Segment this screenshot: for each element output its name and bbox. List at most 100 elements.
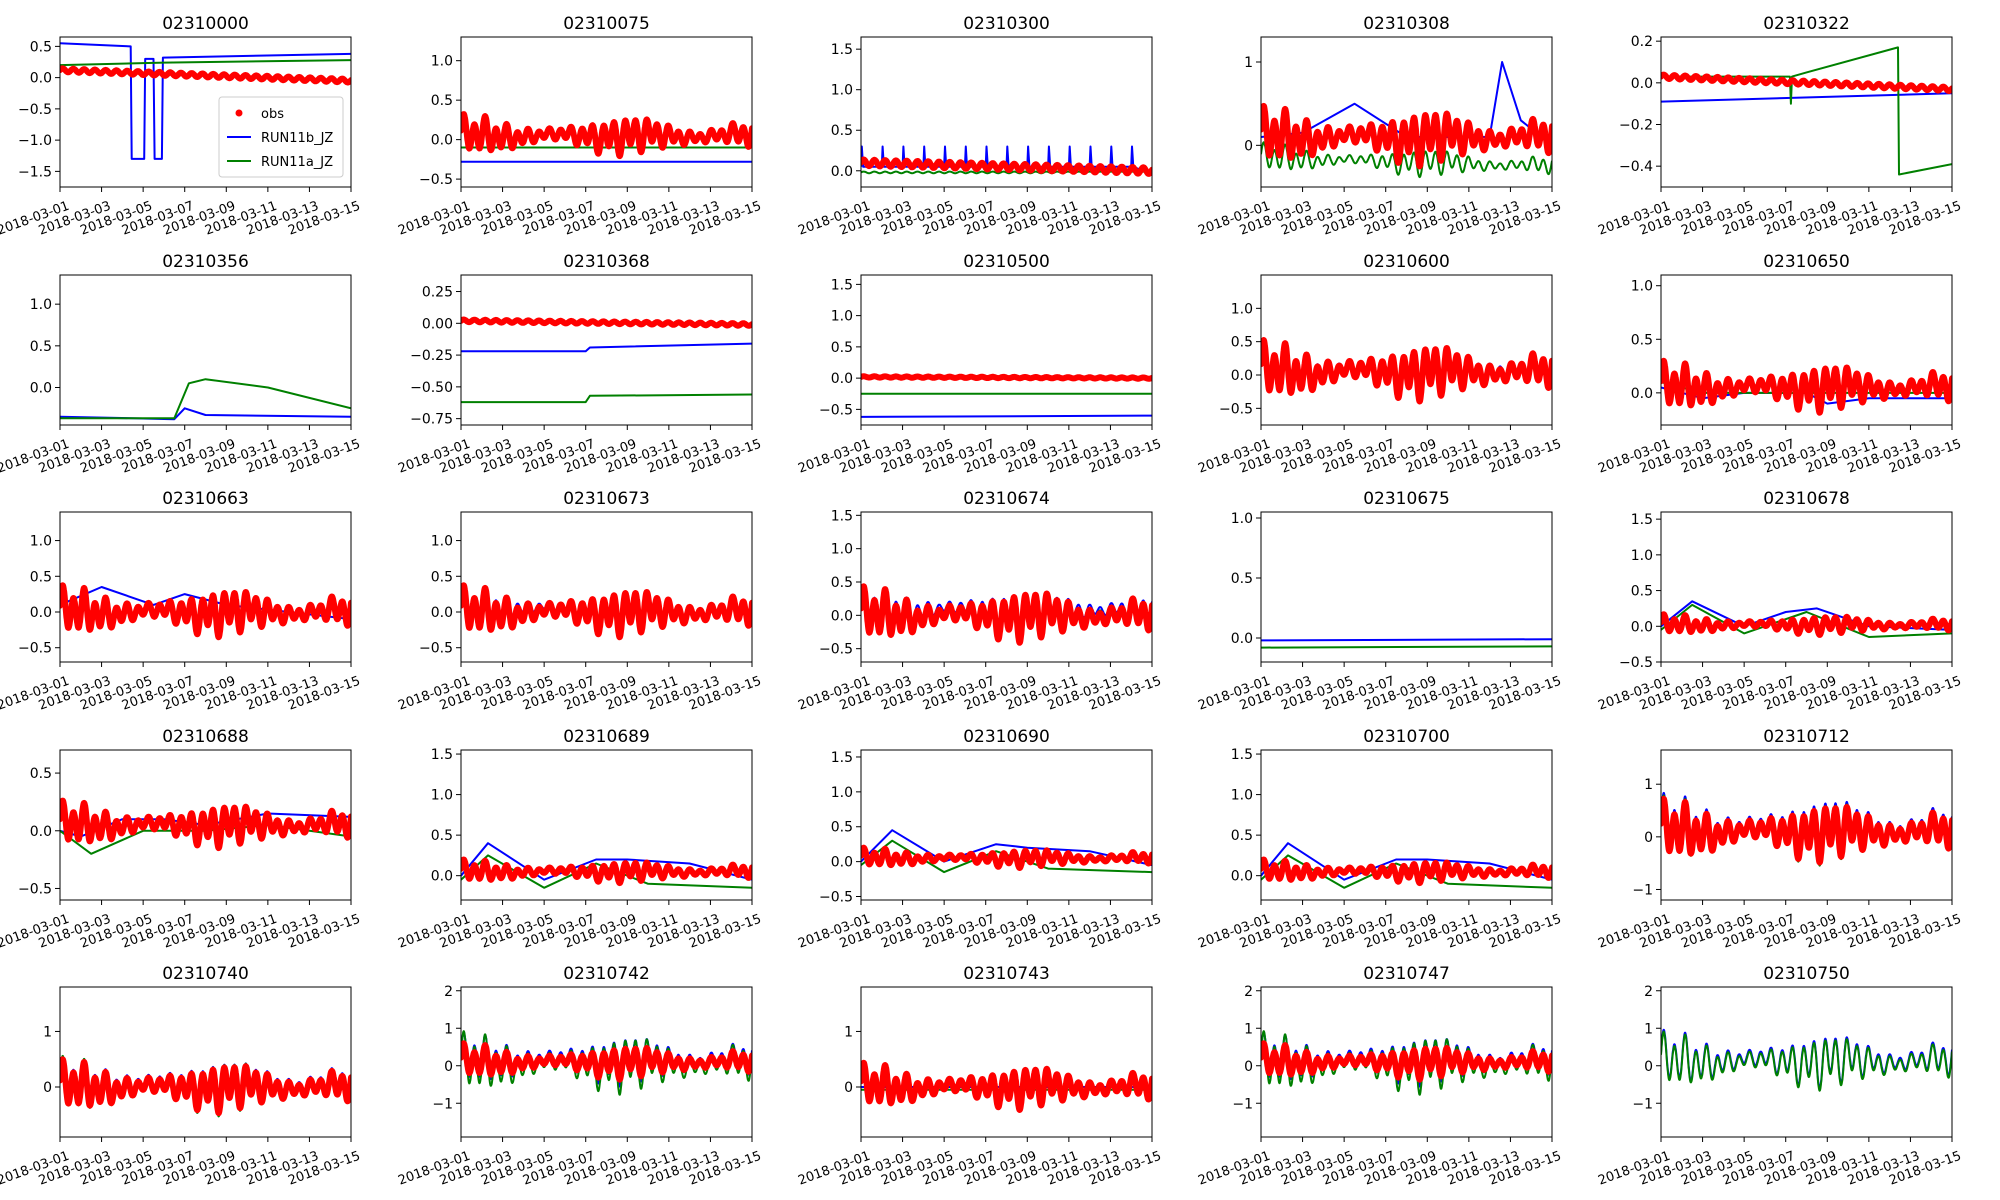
- series-obs: [1661, 795, 1952, 866]
- y-tick-label: 1: [1244, 1021, 1253, 1037]
- series-obs: [461, 1040, 752, 1083]
- y-tick-label: 1.0: [831, 309, 853, 325]
- plot-frame: [1660, 511, 1953, 663]
- subplot-02310675: 023106750.00.51.02018-03-012018-03-03201…: [1196, 489, 1563, 714]
- series-obs: [461, 582, 752, 641]
- subplot-02310742: 02310742−10122018-03-012018-03-032018-03…: [396, 964, 763, 1189]
- subplot-title: 02310690: [963, 727, 1050, 747]
- y-tick-label: −1: [432, 1096, 453, 1112]
- subplot-title: 02310688: [162, 727, 249, 747]
- subplot-02310650: 023106500.00.51.02018-03-012018-03-03201…: [1596, 252, 1963, 477]
- subplot-02310000: 02310000−1.5−1.0−0.50.00.52018-03-012018…: [0, 14, 362, 239]
- y-tick-label: 0.0: [1631, 386, 1653, 402]
- plot-area: [1261, 638, 1552, 649]
- y-tick-label: 1.0: [30, 534, 52, 550]
- y-tick-label: 0.00: [422, 316, 453, 332]
- y-tick-label: 2: [444, 984, 453, 1000]
- y-tick-label: 2: [1644, 984, 1653, 1000]
- plot-frame: [460, 986, 753, 1138]
- plot-area: [1261, 61, 1552, 179]
- subplot-02310500: 02310500−0.50.00.51.01.52018-03-012018-0…: [796, 252, 1163, 477]
- y-tick-label: −1: [1632, 882, 1653, 898]
- subplot-title: 02310600: [1363, 252, 1450, 272]
- y-tick-label: −0.2: [1619, 118, 1653, 134]
- series-RUN11b_JZ: [60, 42, 351, 160]
- subplot-title: 02310742: [563, 964, 650, 984]
- y-tick-label: −1.0: [18, 133, 52, 149]
- y-tick-label: 0.0: [831, 855, 853, 871]
- subplot-title: 02310747: [1363, 964, 1450, 984]
- series-obs: [1261, 102, 1552, 170]
- y-tick-label: 0.0: [1231, 631, 1253, 647]
- y-tick-label: 0.5: [30, 39, 52, 55]
- y-tick-label: 0.0: [1631, 76, 1653, 92]
- y-tick-label: −0.5: [18, 641, 52, 657]
- legend-box: [218, 96, 344, 178]
- plot-area: [461, 316, 752, 404]
- subplot-title: 02310675: [1363, 489, 1450, 509]
- y-tick-label: 0.5: [431, 569, 453, 585]
- y-tick-label: 0.0: [30, 381, 52, 397]
- series-obs: [1261, 1040, 1552, 1083]
- y-tick-label: −0.5: [18, 102, 52, 118]
- plot-frame: [1260, 36, 1553, 188]
- y-tick-label: 0.0: [831, 164, 853, 180]
- y-tick-label: −0.5: [1219, 401, 1253, 417]
- y-tick-label: 1.5: [431, 747, 453, 763]
- y-tick-label: 0.0: [1631, 619, 1653, 635]
- plot-area: [60, 797, 351, 855]
- series-obs: [461, 856, 752, 887]
- y-tick-label: 0.5: [831, 340, 853, 356]
- series-obs: [861, 1059, 1152, 1113]
- plot-area: [461, 842, 752, 889]
- plot-area: [1661, 791, 1952, 867]
- y-tick-label: −0.5: [419, 172, 453, 188]
- y-tick-label: 0.0: [831, 608, 853, 624]
- series-obs: [60, 65, 351, 86]
- subplot-title: 02310000: [162, 14, 249, 34]
- y-tick-label: 0.5: [1631, 332, 1653, 348]
- y-tick-label: 0.5: [1231, 571, 1253, 587]
- plot-area: [461, 111, 752, 163]
- y-tick-label: 1: [43, 1024, 52, 1040]
- plot-frame: [1260, 511, 1553, 663]
- y-tick-label: 1.5: [831, 42, 853, 58]
- subplot-title: 02310678: [1763, 489, 1850, 509]
- plot-area: [861, 829, 1152, 874]
- plot-frame: [860, 749, 1153, 901]
- y-tick-label: −1.5: [18, 164, 52, 180]
- plot-frame: [860, 274, 1153, 426]
- y-tick-label: 1.0: [831, 785, 853, 801]
- series-RUN11a_JZ: [861, 839, 1152, 874]
- subplot-02310322: 02310322−0.4−0.20.00.22018-03-012018-03-…: [1596, 14, 1963, 239]
- subplot-title: 02310673: [563, 489, 650, 509]
- y-tick-label: 1: [1644, 777, 1653, 793]
- y-tick-label: 0.0: [431, 605, 453, 621]
- series-obs: [1261, 856, 1552, 887]
- series-RUN11a_JZ: [1661, 46, 1952, 176]
- y-tick-label: 0.5: [30, 766, 52, 782]
- y-tick-label: 0.5: [831, 123, 853, 139]
- y-tick-label: 1.0: [1231, 788, 1253, 804]
- y-tick-label: 1.5: [831, 508, 853, 524]
- y-tick-label: 0.0: [30, 605, 52, 621]
- y-tick-label: −0.4: [1619, 159, 1653, 175]
- series-RUN11a_JZ: [60, 378, 351, 420]
- series-obs: [861, 373, 1152, 382]
- series-RUN11b_JZ: [1261, 842, 1552, 881]
- subplot-02310368: 02310368−0.75−0.50−0.250.000.252018-03-0…: [396, 252, 763, 477]
- legend-label: RUN11a_JZ: [261, 155, 333, 170]
- plot-frame: [1660, 36, 1953, 188]
- y-tick-label: 1: [444, 1021, 453, 1037]
- plot-area: [861, 145, 1152, 177]
- series-obs: [1261, 337, 1552, 405]
- y-tick-label: 0: [1244, 1059, 1253, 1075]
- y-tick-label: 0.0: [30, 71, 52, 87]
- subplot-title: 02310322: [1763, 14, 1850, 34]
- y-tick-label: 0: [444, 1059, 453, 1075]
- y-tick-label: −0.5: [18, 881, 52, 897]
- y-tick-label: 0.5: [431, 828, 453, 844]
- y-tick-label: 1.0: [831, 83, 853, 99]
- subplot-02310747: 02310747−10122018-03-012018-03-032018-03…: [1196, 964, 1563, 1189]
